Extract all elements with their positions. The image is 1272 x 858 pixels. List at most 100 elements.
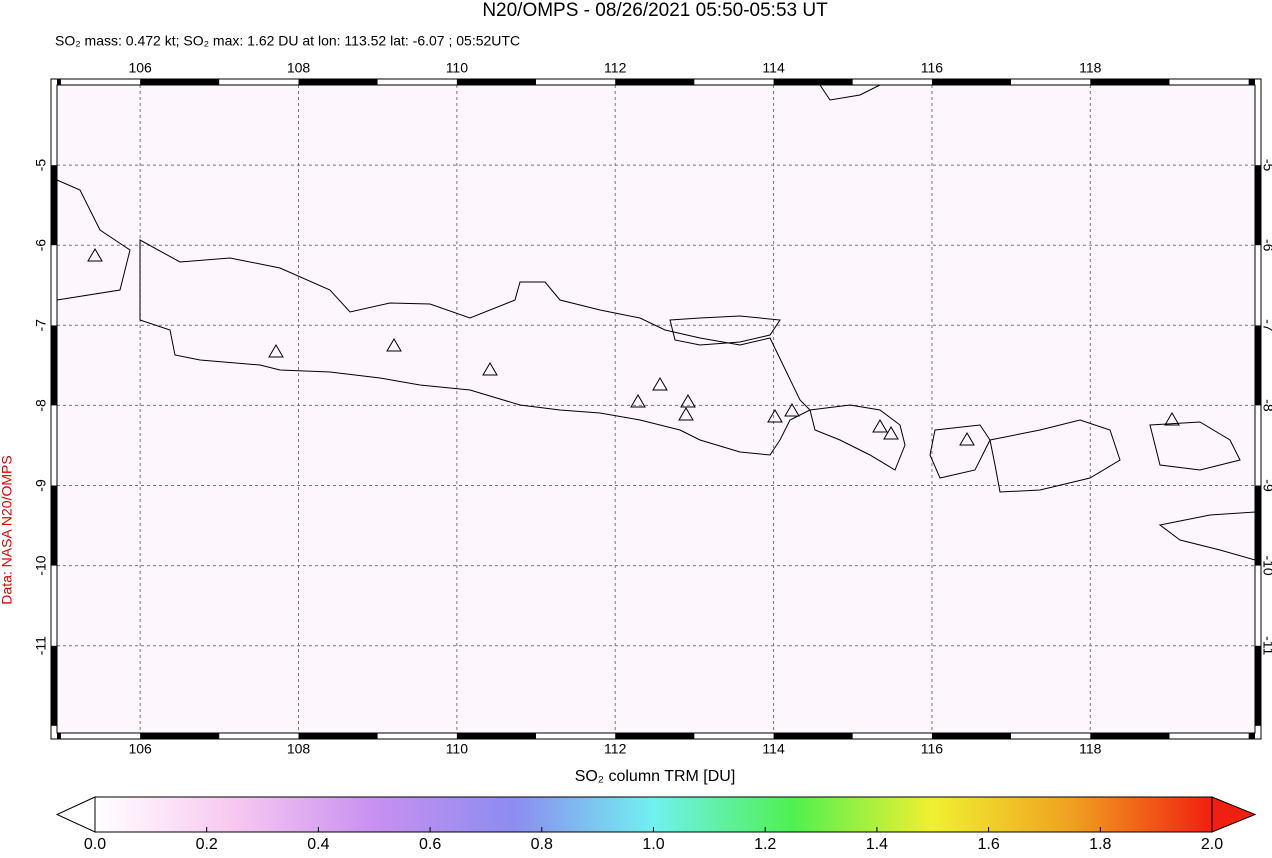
x-tick-label: 118 [1079,741,1102,757]
colorbar-tick-label: 1.0 [642,836,664,853]
frame-segment [1011,733,1091,739]
frame-segment [456,79,537,85]
frame-segment [1255,645,1261,726]
y-tick-label: -11 [1260,636,1272,655]
subtitle: SO₂ mass: 0.472 kt; SO₂ max: 1.62 DU at … [55,33,520,49]
frame-segment [931,733,1012,739]
frame-segment [694,733,774,739]
coastline [819,84,881,101]
frame-segment [1169,79,1249,85]
frame [50,78,1262,740]
colorbar-label: SO₂ column TRM [DU] [575,768,736,785]
coastline [56,179,131,301]
colorbar-tick-label: 0.6 [419,836,441,853]
volcano [678,407,694,421]
frame-segment [852,79,932,85]
x-tick-label: 110 [446,60,469,76]
x-tick-label: 116 [921,60,944,76]
x-tick-label: 110 [446,741,469,757]
frame-segment [51,245,57,326]
x-tick-label: 114 [762,60,785,76]
frame-segment [1169,733,1249,739]
volcano [386,338,402,352]
frame-segment [1090,79,1170,85]
frame-segment [1255,85,1261,166]
frame-segment [377,79,457,85]
y-tick-label: -8 [1260,399,1272,412]
x-tick-label: 108 [287,60,311,76]
volcano [959,432,975,446]
x-tick-label: 116 [921,741,944,757]
volcano [1164,412,1180,426]
frame-segment [51,645,57,726]
coastline [809,404,906,471]
y-tick-label: -6 [1260,239,1272,252]
coastline [669,315,781,346]
y-tick-label: -7 [1260,319,1272,332]
y-tick-label: -10 [33,555,49,575]
frame-segment [1255,165,1261,246]
title: N20/OMPS - 08/26/2021 05:50-05:53 UT [482,0,828,21]
frame-segment [1248,733,1255,739]
colorbar-tick-label: 1.8 [1089,836,1111,853]
frame-segment [773,79,853,85]
coastline [1149,421,1241,471]
frame-segment [51,725,57,733]
colorbar-tick-label: 0.2 [196,836,218,853]
colorbar-tick-label: 0.0 [84,836,106,853]
volcano [87,248,103,262]
volcano [630,394,646,408]
colorbar-min-arrow [55,796,96,833]
frame-segment [219,733,299,739]
colorbar-tick-label: 1.6 [977,836,999,853]
x-tick-label: 112 [604,60,627,76]
y-tick-label: -11 [33,636,49,655]
frame-segment [51,405,57,486]
colorbar-max-arrow [1211,796,1257,833]
frame-segment [51,85,57,166]
frame-segment [219,79,299,85]
y-tick-label: -9 [33,479,49,492]
frame-segment [140,733,220,739]
frame-segment [1255,565,1261,646]
volcanoes [87,248,1180,446]
colorbar-tick-label: 0.8 [531,836,553,853]
frame-segment [51,485,57,566]
frame-segment [852,733,932,739]
y-tick-label: -9 [1260,479,1272,492]
volcano [883,426,899,440]
frame-segment [60,79,141,85]
frame-segment [1255,725,1261,733]
frame-segment [57,733,61,739]
x-tick-label: 114 [762,741,785,757]
frame-segment [1255,485,1261,566]
frame-segment [536,79,616,85]
x-tick-label: 118 [1079,60,1102,76]
x-tick-label: 108 [287,741,311,757]
frame-segment [1255,245,1261,326]
frame-segment [456,733,537,739]
frame-segment [60,733,141,739]
frame-segment [615,733,695,739]
volcano [268,344,284,358]
frame-segment [298,733,378,739]
x-tick-label: 112 [604,741,627,757]
y-tick-label: -10 [1260,555,1272,575]
frame-segment [57,79,61,85]
volcano [784,403,800,417]
colorbar-tick-label: 1.4 [866,836,888,853]
y-tick-label: -7 [33,319,49,332]
coastline [929,424,991,479]
y-tick-label: -8 [33,399,49,412]
frame-segment [536,733,616,739]
frame-segment [1090,733,1170,739]
frame-segment [51,165,57,246]
frame-segment [140,79,220,85]
frame-segment [615,79,695,85]
credit: Data: NASA N20/OMPS [0,455,15,604]
frame-segment [1255,405,1261,486]
y-tick-label: -5 [33,159,49,172]
frame-segment [51,565,57,646]
coastline [989,419,1121,493]
